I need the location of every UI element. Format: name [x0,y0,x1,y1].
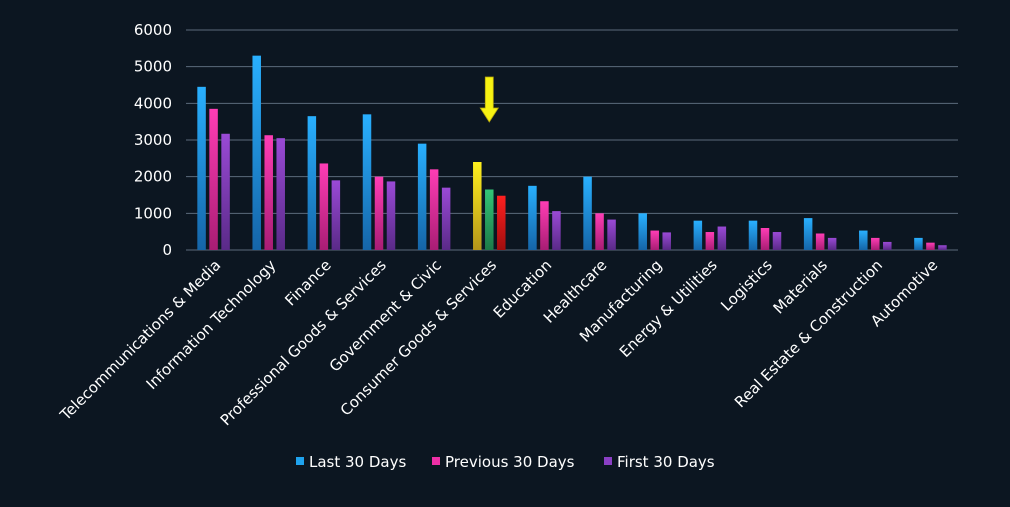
legend-swatch-previous-30-days [432,457,440,465]
bar-first-30-days [497,195,506,250]
bar-last-30-days [803,218,813,250]
bar-first-30-days [772,232,782,250]
bar-last-30-days [307,116,317,251]
y-tick-label: 5000 [134,58,172,76]
bar-last-30-days [528,185,537,250]
bar-last-30-days [914,237,923,250]
bar-last-30-days [748,220,758,250]
legend-label-last-30-days: Last 30 Days [309,453,406,471]
bar-previous-30-days [209,108,218,250]
bar-previous-30-days [815,233,825,250]
bar-previous-30-days [485,189,494,250]
bar-first-30-days [662,232,671,250]
annotations [479,76,500,123]
bar-previous-30-days [760,228,770,250]
bar-previous-30-days [374,176,384,250]
bar-last-30-days [859,230,868,250]
bar-first-30-days [883,241,892,250]
x-category-label: Logistics [717,256,776,315]
bar-last-30-days [638,213,647,250]
bar-last-30-days [693,220,703,250]
bar-last-30-days [252,55,261,250]
x-category-label: Finance [281,256,334,309]
bar-first-30-days [938,245,947,250]
y-tick-label: 2000 [134,168,172,186]
x-category-label: Energy & Utilities [616,256,721,361]
bar-previous-30-days [871,237,880,250]
bar-first-30-days [441,187,451,250]
bar-first-30-days [827,237,837,250]
y-tick-label: 1000 [134,204,172,222]
legend-label-previous-30-days: Previous 30 Days [445,453,575,471]
bar-first-30-days [717,226,727,250]
bar-first-30-days [607,219,616,250]
legend-label-first-30-days: First 30 Days [617,453,715,471]
gridlines [186,29,958,251]
y-axis-ticks: 0 1000 2000 3000 4000 5000 6000 [134,21,172,259]
bars [197,55,947,251]
bar-last-30-days [197,86,206,250]
y-tick-label: 4000 [134,94,172,112]
bar-last-30-days [417,143,427,250]
bar-first-30-days [552,211,561,250]
bar-first-30-days [276,138,285,250]
bar-first-30-days [331,180,341,250]
bar-previous-30-days [926,242,935,250]
bar-previous-30-days [595,213,604,250]
legend: Last 30 Days Previous 30 Days First 30 Day… [296,453,715,471]
y-tick-label: 3000 [134,131,172,149]
y-tick-label: 6000 [134,21,172,39]
legend-swatch-last-30-days [296,457,304,465]
y-tick-label: 0 [162,241,172,259]
bar-previous-30-days [264,135,273,250]
bar-previous-30-days [540,201,549,250]
down-arrow-icon [479,76,500,123]
bar-previous-30-days [319,163,329,250]
bar-previous-30-days [429,169,439,250]
bar-last-30-days [362,114,372,250]
bar-previous-30-days [650,230,659,250]
bar-last-30-days [473,162,482,250]
legend-swatch-first-30-days [604,457,612,465]
bar-last-30-days [583,176,592,250]
bar-first-30-days [221,133,230,250]
bar-first-30-days [386,181,396,250]
bar-previous-30-days [705,232,715,250]
